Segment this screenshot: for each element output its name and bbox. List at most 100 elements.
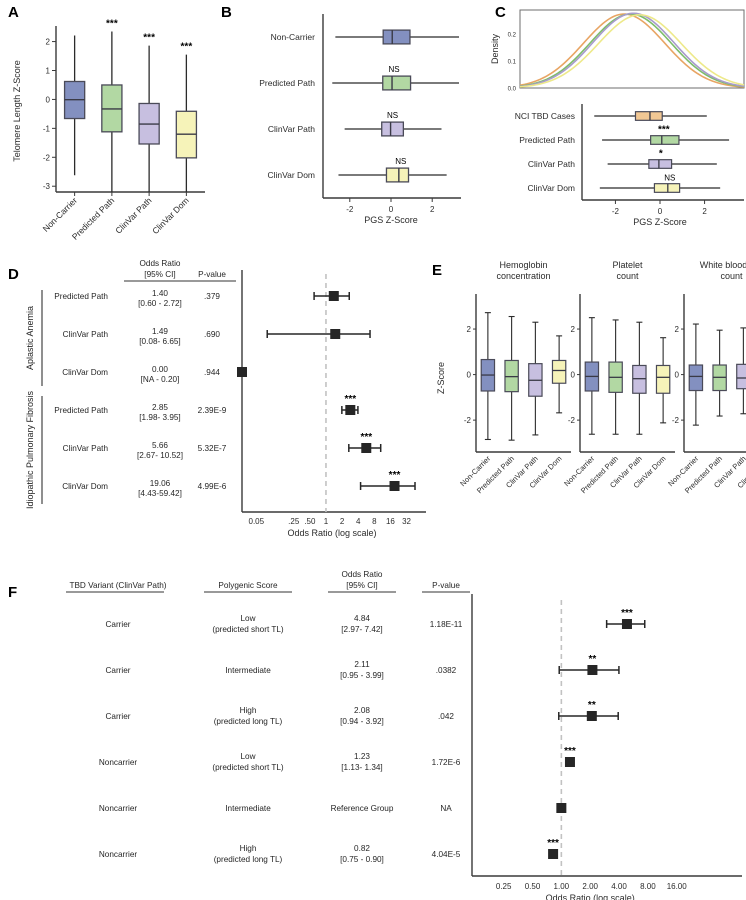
row-pgs-sub: (predicted short TL) <box>212 625 284 634</box>
panel-d-label: D <box>8 266 19 283</box>
panel-f-label: F <box>8 584 18 601</box>
box-group <box>63 35 86 176</box>
header-pvalue: P-value <box>198 270 226 279</box>
significance-marker: ** <box>588 700 596 711</box>
point-estimate <box>237 367 247 377</box>
forest-row-marker <box>548 849 559 859</box>
panel-b: B -2 0 2 PGS Z-Score Non-Carrier Predicted Pa… <box>215 0 461 252</box>
row-ci: [0.95 - 3.99] <box>340 671 384 680</box>
row-pgs-sub: (predicted long TL) <box>214 717 283 726</box>
point-estimate <box>328 291 339 301</box>
row-odds-ratio: 2.08 <box>354 706 370 715</box>
point-estimate <box>556 803 567 813</box>
row-pvalue: 1.18E-11 <box>430 620 463 629</box>
row-pgs-sub: (predicted long TL) <box>214 855 283 864</box>
row-ci: [2.97- 7.42] <box>341 625 382 634</box>
forest-x-axis-label: Odds Ratio (log scale) <box>287 528 376 538</box>
category-label: NCI TBD Cases <box>515 111 575 121</box>
x-tick-label: 0 <box>389 205 394 214</box>
box <box>382 75 412 91</box>
header-odds-ratio: Odds Ratio <box>342 570 383 579</box>
subplot-title: Platelet <box>612 260 643 270</box>
group-label-ipf: Idiopathic Pulmonary Fibrosis <box>25 390 35 509</box>
panel-c: C 0.2 0.1 0.0 Density -2 0 2 PGS Z-Score NCI TBD… <box>460 0 746 252</box>
box-group <box>584 317 600 435</box>
forest-x-tick-label: 4 <box>356 517 361 526</box>
subplot-title: count <box>720 271 743 281</box>
y-tick-label: 1 <box>46 67 51 76</box>
row-odds-ratio: 4.84 <box>354 614 370 623</box>
row-label: Predicted Path <box>54 406 108 415</box>
point-estimate <box>587 665 598 675</box>
row-pvalue: 5.32E-7 <box>198 444 227 453</box>
row-pvalue: .042 <box>438 712 454 721</box>
significance-marker: *** <box>181 42 193 53</box>
box-group <box>504 315 519 441</box>
forest-row-marker <box>313 291 350 301</box>
header-ci: [95% CI] <box>144 270 175 279</box>
density-curve <box>519 12 745 88</box>
box-group <box>608 319 623 435</box>
box-group <box>736 327 746 415</box>
box-group <box>655 337 671 424</box>
row-variant: Carrier <box>105 620 130 629</box>
significance-marker: *** <box>344 394 356 405</box>
category-label: Predicted Path <box>519 135 575 145</box>
density-y-tick-label: 0.1 <box>508 60 517 66</box>
y-tick-label: 2 <box>675 325 680 334</box>
forest-row-marker <box>237 367 247 377</box>
subplot-title: White blood cell <box>700 260 746 270</box>
y-tick-label: -3 <box>43 182 51 191</box>
box-group <box>594 111 707 121</box>
row-pvalue: 4.99E-6 <box>198 482 227 491</box>
category-label: ClinVar Path <box>113 195 154 236</box>
density-y-tick-label: 0.0 <box>508 87 517 93</box>
box-group <box>528 321 543 436</box>
category-label: ClinVar Dom <box>150 195 191 236</box>
x-axis-label: PGS Z-Score <box>364 215 418 225</box>
row-odds-ratio: 0.00 <box>152 365 168 374</box>
header-odds-ratio: Odds Ratio <box>140 259 181 268</box>
box-group <box>632 321 647 435</box>
panel-e-plot: Z-ScoreHemoglobinconcentration20-2Non-Ca… <box>436 260 746 495</box>
y-tick-label: -2 <box>464 416 472 425</box>
panel-c-plot: 0.2 0.1 0.0 Density -2 0 2 PGS Z-Score NCI TBD C… <box>490 9 745 227</box>
box-group <box>712 329 727 417</box>
box-group <box>138 45 160 192</box>
y-tick-label: 2 <box>571 325 576 334</box>
x-tick-label: -2 <box>346 205 354 214</box>
box-group <box>602 135 730 145</box>
point-estimate <box>586 711 597 721</box>
category-label: Predicted Path <box>259 78 315 88</box>
y-tick-label: -2 <box>43 153 51 162</box>
row-odds-ratio: Reference Group <box>331 804 394 813</box>
panel-d-forest: Odds Ratio [95% CI] P-value Aplastic Anemia… <box>25 259 426 538</box>
panel-b-label: B <box>221 4 232 21</box>
forest-x-axis-label: Odds Ratio (log scale) <box>546 893 635 900</box>
header-pvalue: P-value <box>432 581 460 590</box>
panel-b-plot: -2 0 2 PGS Z-Score Non-Carrier Predicted Path… <box>259 14 461 225</box>
forest-row-marker <box>605 619 646 629</box>
forest-x-tick-label: 16.00 <box>667 882 688 891</box>
x-tick-label: 2 <box>702 207 707 216</box>
box-group <box>551 335 567 414</box>
density-curve <box>519 14 745 88</box>
significance-marker: *** <box>389 470 401 481</box>
row-odds-ratio: 5.66 <box>152 441 168 450</box>
box-group <box>338 167 447 183</box>
row-label: ClinVar Dom <box>62 368 108 377</box>
box-group <box>607 159 717 169</box>
forest-x-tick-label: 8 <box>372 517 377 526</box>
x-tick-label: 2 <box>430 205 435 214</box>
header-ci: [95% CI] <box>346 581 377 590</box>
row-ci: [4.43-59.42] <box>138 489 182 498</box>
box <box>688 364 704 392</box>
row-pvalue: 2.39E-9 <box>198 406 227 415</box>
box <box>632 364 647 394</box>
box-group <box>344 121 442 137</box>
y-tick-label: 0 <box>675 371 680 380</box>
row-label: ClinVar Path <box>63 330 109 339</box>
point-estimate <box>564 757 575 767</box>
point-estimate <box>361 443 372 453</box>
box <box>648 159 673 169</box>
